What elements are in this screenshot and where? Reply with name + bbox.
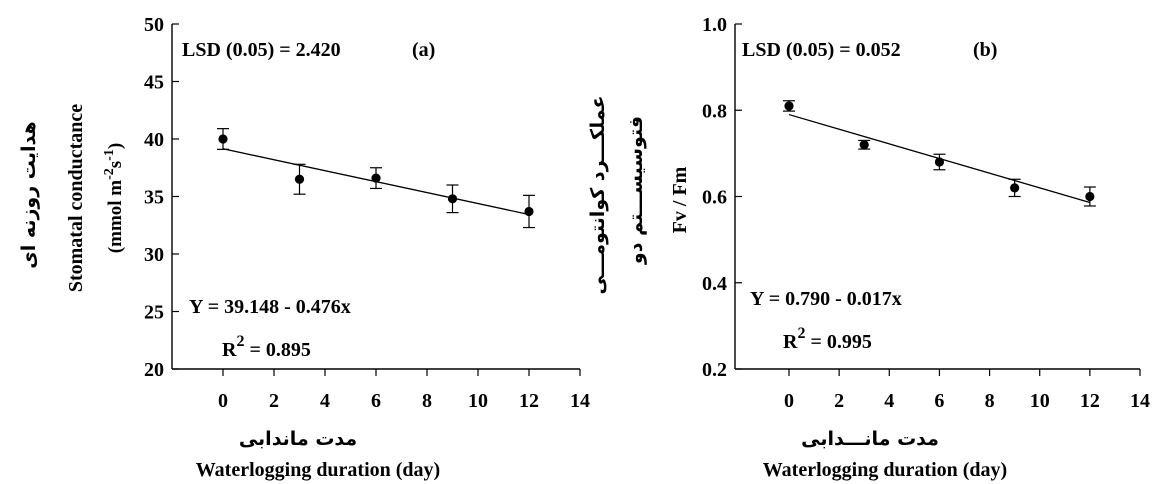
panel-a-x-tick-label: 10 [468,390,488,412]
panel-b-x-tick-label: 6 [934,390,944,412]
panel-a-ylabel-en-units: (mmol m-2s-1) [102,143,126,253]
panel-a-r2: R2 = 0.895 [222,333,311,361]
panel-a-equation: Y = 39.148 - 0.476x [189,296,351,318]
panel-b-x-tick-label: 2 [834,390,844,412]
panel-b-x-tick-label: 10 [1030,390,1050,412]
panel-b: عملکـــرد کوانتومـــی فتوسیســـتم دو Fv … [587,14,1150,481]
panel-a-lsd: LSD (0.05) = 2.420 [182,39,341,61]
panel-b-y-tick-label: 0.6 [702,187,727,209]
panel-a-y-tick-label: 25 [144,302,164,324]
panel-a-ylabel-fa: هدایت روزنه ای [18,121,40,268]
panel-b-x-tick-label: 0 [784,390,794,412]
panel-b-data-point [859,140,869,150]
panel-b-ylabel-fa-1: عملکـــرد کوانتومـــی [587,96,609,295]
panel-b-x-tick-label: 12 [1080,390,1100,412]
panel-a: هدایت روزنه ای Stomatal conductance (mmo… [18,14,590,481]
panel-b-data-point [1085,191,1095,202]
panel-a-data-point [447,194,458,204]
panel-a-x-tick-label: 14 [570,390,590,412]
panel-a-data-point [371,173,381,183]
panel-a-data-point [524,206,534,217]
panel-b-data-point [1010,183,1020,193]
panel-a-ylabel-units-close: ) [105,143,126,149]
panel-a-x-tick-label: 12 [519,390,539,412]
panel-b-ylabel-en: Fv / Fm [669,166,691,233]
panel-a-y-tick-label: 50 [144,14,164,36]
panel-a-x-tick-label: 4 [320,390,330,412]
panel-b-r2: R2 = 0.995 [783,325,872,353]
panel-a-ylabel-units-exp2: -1 [102,149,117,161]
panel-b-xlabel-en: Waterlogging duration (day) [763,459,1007,481]
panel-a-axes: 20 25 30 35 40 45 50 0 2 4 6 8 10 12 14 [144,14,590,412]
panel-a-x-tick-label: 8 [422,390,432,412]
panel-b-y-tick-label: 0.4 [702,273,727,295]
panel-a-ylabel-fa-text: هدایت روزنه ای [18,121,40,268]
panel-a-r2-exp: 2 [236,333,244,350]
panel-b-lsd: LSD (0.05) = 0.052 [742,39,901,61]
panel-a-r2-prefix: R [222,339,237,361]
panel-b-r2-prefix: R [783,331,798,353]
panel-a-x-tick-label: 0 [218,390,228,412]
panel-a-y-tick-label: 30 [144,244,164,266]
panel-a-x-tick-label: 2 [269,390,279,412]
panel-a-xlabel-fa: مدت ماندابی [239,428,357,450]
panel-b-x-tick-label: 14 [1130,390,1150,412]
panel-b-r2-value: = 0.995 [805,331,871,353]
panel-a-r2-value: = 0.895 [244,339,310,361]
panel-b-label: (b) [973,39,997,61]
panel-b-y-tick-label: 1.0 [702,14,727,36]
panel-b-equation: Y = 0.790 - 0.017x [750,288,902,310]
panel-b-x-tick-label: 4 [884,390,894,412]
panel-a-ylabel-en-main: Stomatal conductance [65,104,87,292]
panel-b-y-tick-label: 0.2 [702,359,727,381]
panel-a-xlabel-en: Waterlogging duration (day) [196,459,440,481]
panel-a-ylabel-units-s: s [105,161,126,168]
panel-a-label: (a) [412,39,435,61]
panel-a-ylabel-units-open: (mmol m [105,180,126,254]
panel-a-marks [217,128,535,229]
panel-a-y-tick-label: 20 [144,359,164,381]
panel-b-xlabel-fa: مدت مانـــدابی [801,428,939,450]
panel-a-x-tick-label: 6 [371,390,381,412]
panel-b-r2-exp: 2 [797,325,805,342]
panel-a-data-point [218,134,228,144]
panel-b-ylabel-fa-2: فتوسیســـتم دو [625,116,647,265]
panel-a-y-tick-label: 40 [144,129,164,151]
panel-b-x-tick-label: 8 [985,390,995,412]
panel-a-y-tick-label: 45 [144,72,164,94]
panel-a-data-point [294,174,305,184]
panel-b-data-point [784,101,794,111]
panel-b-marks [783,100,1096,207]
panel-b-axes: 0.2 0.4 0.6 0.8 1.0 0 2 4 6 8 10 12 14 [702,14,1150,412]
panel-a-y-tick-label: 35 [144,187,164,209]
panel-b-y-tick-label: 0.8 [702,100,727,122]
panel-a-ylabel-units-exp1: -2 [102,168,117,180]
panel-b-data-point [934,157,945,167]
